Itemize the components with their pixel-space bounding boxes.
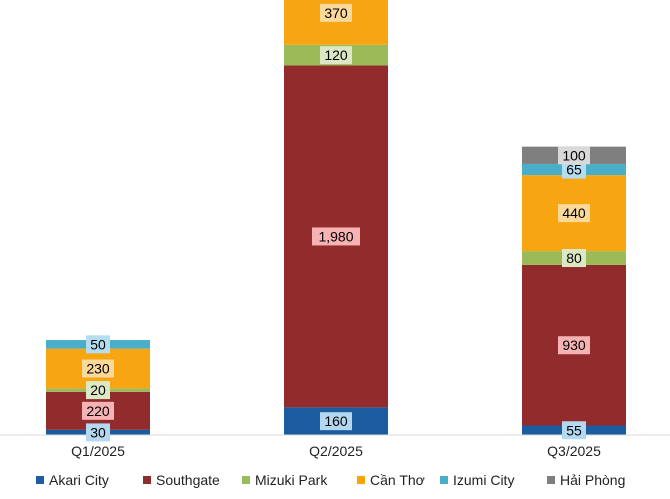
- data-label-southgate-q1-2025: 220: [82, 401, 114, 420]
- data-label-text: 30: [90, 424, 106, 440]
- legend-label: Cần Thơ: [370, 472, 425, 488]
- legend: Akari City Southgate Mizuki Park Cần Thơ Izu…: [36, 472, 625, 488]
- data-label-text: 20: [90, 382, 106, 398]
- legend-label: Akari City: [49, 472, 109, 488]
- legend-swatch: [242, 476, 250, 484]
- data-label-text: 440: [562, 205, 586, 221]
- data-label-akari-city-q3-2025: 55: [562, 421, 586, 440]
- data-label-background: [562, 249, 586, 268]
- legend-label: Southgate: [156, 472, 220, 488]
- data-label-mizuki-park-q3-2025: 80: [562, 249, 586, 268]
- x-tick-label-q2-2025: Q2/2025: [309, 443, 363, 459]
- legend-swatch: [357, 476, 365, 484]
- data-label-text: 80: [566, 250, 582, 266]
- data-label-text: 50: [90, 336, 106, 352]
- data-label-akari-city-q1-2025: 30: [86, 423, 110, 442]
- legend-item-akari-city: Akari City: [36, 472, 109, 488]
- legend-item-mizuki-park: Mizuki Park: [242, 472, 328, 488]
- legend-label: Hải Phòng: [560, 472, 625, 488]
- data-label-izumi-city-q3-2025: 65: [562, 160, 586, 179]
- data-label-text: 120: [324, 47, 348, 63]
- data-label-background: [86, 381, 110, 400]
- data-label-mizuki-park-q2-2025: 120: [320, 46, 352, 65]
- data-label-background: [558, 204, 590, 223]
- data-label-background: [82, 359, 114, 378]
- data-label-can-tho-q3-2025: 440: [558, 204, 590, 223]
- legend-swatch: [36, 476, 44, 484]
- data-label-background: [558, 336, 590, 355]
- legend-swatch: [547, 476, 555, 484]
- data-label-text: 220: [86, 403, 110, 419]
- data-label-southgate-q3-2025: 930: [558, 336, 590, 355]
- legend-label: Mizuki Park: [255, 472, 328, 488]
- data-label-background: [562, 160, 586, 179]
- legend-swatch: [143, 476, 151, 484]
- data-label-akari-city-q2-2025: 160: [320, 412, 352, 431]
- data-label-background: [558, 146, 590, 165]
- legend-item-izumi-city: Izumi City: [440, 472, 514, 488]
- legend-swatch: [440, 476, 448, 484]
- data-label-can-tho-q1-2025: 230: [82, 359, 114, 378]
- data-label-background: [82, 401, 114, 420]
- data-label-text: 65: [566, 162, 582, 178]
- data-label-text: 1,980: [318, 228, 353, 244]
- data-label-mizuki-park-q1-2025: 20: [86, 381, 110, 400]
- x-tick-label-q3-2025: Q3/2025: [547, 443, 601, 459]
- data-label-text: 230: [86, 361, 110, 377]
- data-label-southgate-q2-2025: 1,980: [312, 227, 360, 246]
- x-tick-labels: Q1/2025 Q2/2025 Q3/2025: [71, 443, 601, 459]
- data-label-text: 930: [562, 337, 586, 353]
- data-label-text: 100: [562, 147, 586, 163]
- legend-item-can-tho: Cần Thơ: [357, 472, 425, 488]
- data-label-text: 370: [324, 5, 348, 21]
- legend-item-hai-phong: Hải Phòng: [547, 472, 625, 488]
- data-label-text: 55: [566, 422, 582, 438]
- data-label-text: 160: [324, 413, 348, 429]
- data-label-hai-phong-q3-2025: 100: [558, 146, 590, 165]
- bars-layer: [46, 0, 626, 435]
- data-label-background: [86, 335, 110, 354]
- data-label-background: [312, 227, 360, 246]
- data-labels-layer: 3022020230501601,98012037016055930804406…: [82, 3, 590, 442]
- data-label-background: [320, 3, 352, 22]
- data-label-background: [86, 423, 110, 442]
- legend-item-southgate: Southgate: [143, 472, 220, 488]
- data-label-can-tho-q2-2025: 370: [320, 3, 352, 22]
- x-tick-label-q1-2025: Q1/2025: [71, 443, 125, 459]
- data-label-background: [320, 412, 352, 431]
- legend-label: Izumi City: [453, 472, 514, 488]
- data-label-background: [320, 46, 352, 65]
- data-label-izumi-city-q1-2025: 50: [86, 335, 110, 354]
- data-label-background: [562, 421, 586, 440]
